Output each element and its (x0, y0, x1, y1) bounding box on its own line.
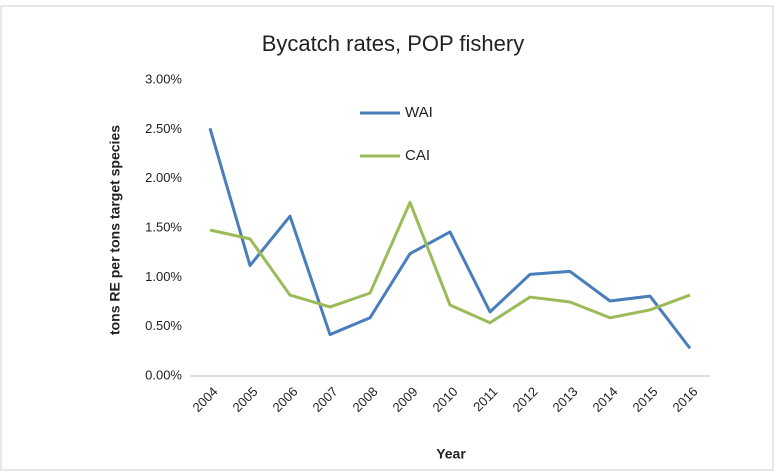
y-axis-title: tons RE per tons target species (107, 125, 123, 335)
y-tick-label: 2.00% (145, 170, 182, 185)
y-tick-label: 3.00% (145, 71, 182, 86)
y-tick-label: 1.50% (145, 219, 182, 234)
data-line (208, 127, 692, 350)
chart-title: Bycatch rates, POP fishery (262, 31, 524, 56)
legend-label: CAI (405, 147, 430, 164)
y-tick-label: 1.00% (145, 269, 182, 284)
data-line (209, 200, 691, 325)
y-tick-label: 0.50% (145, 318, 182, 333)
chart-frame (0, 5, 774, 471)
x-axis-title: Year (436, 446, 466, 462)
y-tick-label: 2.50% (145, 121, 182, 136)
y-tick-label: 0.00% (145, 367, 182, 382)
legend-label: WAI (405, 104, 433, 121)
